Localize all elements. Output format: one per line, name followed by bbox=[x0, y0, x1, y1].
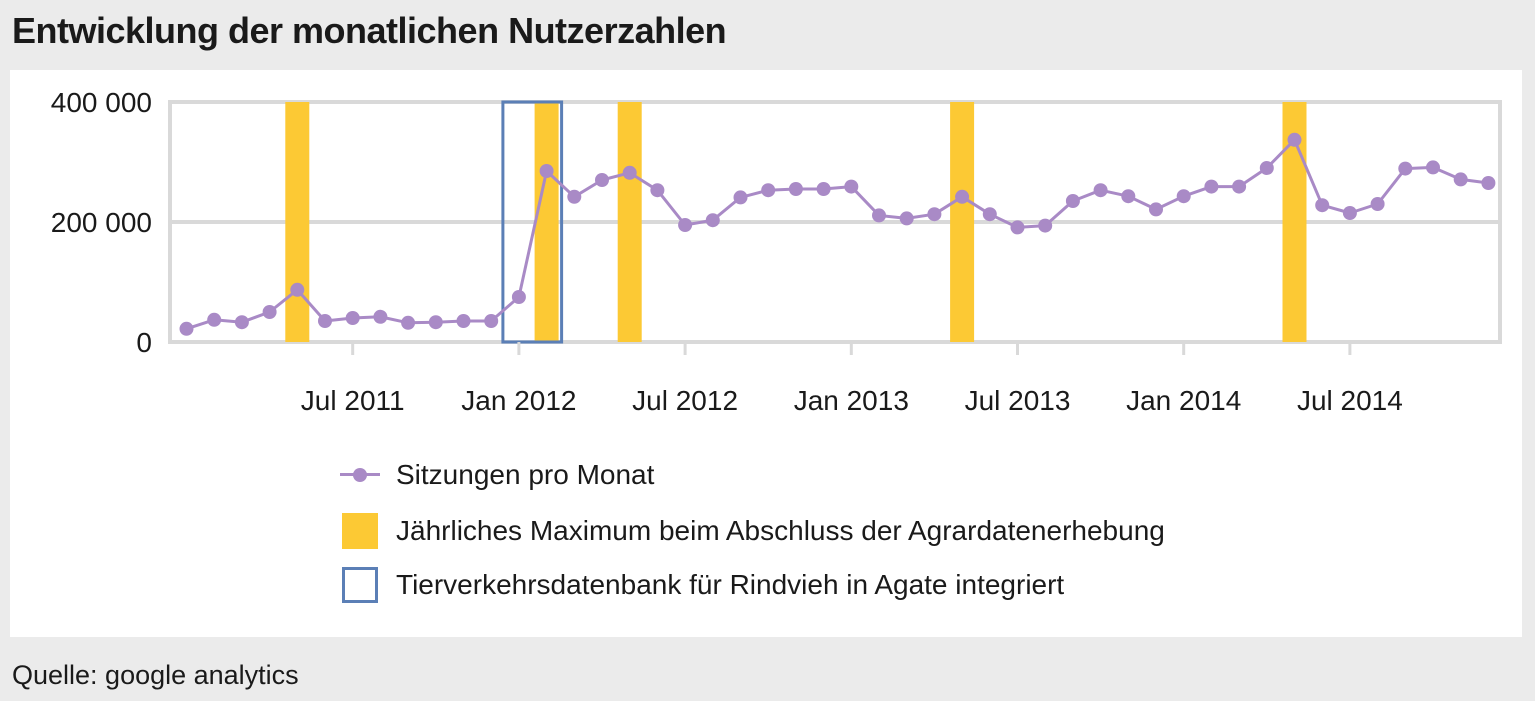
data-point bbox=[761, 183, 776, 198]
data-point bbox=[622, 165, 637, 180]
y-tick-label: 400 000 bbox=[51, 87, 152, 118]
data-point bbox=[1149, 202, 1163, 217]
data-point bbox=[733, 190, 748, 205]
legend-item-database-integrated: Tierverkehrsdatenbank für Rindvieh in Ag… bbox=[340, 565, 1240, 605]
highlight-bar bbox=[950, 102, 975, 342]
data-point bbox=[345, 311, 360, 325]
outline-swatch-icon bbox=[340, 565, 380, 605]
legend-item-sessions: Sitzungen pro Monat bbox=[340, 455, 1240, 495]
data-point bbox=[1121, 189, 1136, 204]
data-point bbox=[511, 290, 526, 304]
data-point bbox=[1315, 198, 1330, 213]
data-point bbox=[1259, 161, 1274, 175]
data-point bbox=[567, 189, 582, 204]
data-point bbox=[1093, 183, 1108, 198]
data-point bbox=[650, 183, 665, 198]
data-point bbox=[484, 314, 499, 328]
highlight-bar bbox=[285, 102, 310, 342]
data-point bbox=[1398, 161, 1413, 176]
x-tick-label: Jul 2014 bbox=[1297, 385, 1403, 416]
data-point bbox=[872, 208, 886, 223]
data-point bbox=[1065, 194, 1080, 208]
data-point bbox=[982, 207, 997, 222]
data-point bbox=[955, 189, 970, 204]
x-tick-label: Jan 2014 bbox=[1126, 385, 1241, 416]
data-point bbox=[1204, 179, 1219, 194]
yellow-swatch-icon bbox=[340, 511, 380, 551]
data-point bbox=[1370, 197, 1385, 211]
data-point bbox=[539, 164, 554, 178]
x-tick-label: Jul 2012 bbox=[632, 385, 738, 416]
data-point bbox=[1453, 172, 1468, 187]
source-note: Quelle: google analytics bbox=[12, 660, 299, 690]
data-point bbox=[234, 315, 249, 330]
y-tick-label: 200 000 bbox=[51, 207, 152, 238]
data-point bbox=[373, 309, 388, 324]
x-tick-label: Jan 2013 bbox=[794, 385, 909, 416]
data-point bbox=[1176, 189, 1191, 204]
data-point bbox=[1010, 220, 1025, 235]
integration-outline-box bbox=[501, 100, 564, 344]
legend-item-annual-maximum: Jährliches Maximum beim Abschluss der Ag… bbox=[340, 511, 1240, 551]
data-point bbox=[816, 182, 831, 196]
data-point bbox=[318, 314, 332, 328]
data-point bbox=[678, 218, 693, 232]
data-point bbox=[262, 305, 277, 319]
data-point bbox=[1232, 179, 1247, 194]
legend-label-annual-maximum: Jährliches Maximum beim Abschluss der Ag… bbox=[396, 515, 1165, 546]
data-point bbox=[290, 282, 305, 297]
data-point bbox=[1287, 132, 1302, 147]
data-point bbox=[401, 315, 416, 330]
x-tick-label: Jul 2013 bbox=[965, 385, 1071, 416]
chart-panel: 0 200 000 400 000 Jul 2011 Jan 2012 Jul 2012 J… bbox=[10, 70, 1522, 637]
data-point bbox=[207, 312, 222, 327]
legend-label-database-integrated: Tierverkehrsdatenbank für Rindvieh in Ag… bbox=[396, 569, 1065, 600]
highlight-bar bbox=[617, 102, 642, 342]
data-point bbox=[1481, 176, 1496, 190]
legend-label-sessions: Sitzungen pro Monat bbox=[396, 459, 655, 490]
data-point bbox=[705, 213, 720, 228]
data-point bbox=[428, 315, 443, 330]
data-point bbox=[456, 314, 471, 328]
data-point bbox=[179, 321, 194, 336]
x-tick-label: Jan 2012 bbox=[461, 385, 576, 416]
chart-title: Entwicklung der monatlichen Nutzerzahlen bbox=[12, 10, 727, 51]
y-tick-label: 0 bbox=[136, 327, 152, 358]
data-point bbox=[927, 207, 942, 222]
data-point bbox=[788, 182, 803, 196]
line-marker-icon bbox=[340, 455, 380, 495]
highlight-bar bbox=[534, 102, 559, 342]
data-point bbox=[1426, 160, 1440, 175]
data-point bbox=[844, 179, 859, 194]
data-point bbox=[899, 211, 914, 226]
x-tick-label: Jul 2011 bbox=[301, 385, 405, 416]
line-chart: 0 200 000 400 000 Jul 2011 Jan 2012 Jul 2012 J… bbox=[51, 87, 1502, 416]
data-point bbox=[1342, 206, 1357, 220]
data-point bbox=[595, 173, 609, 187]
data-point bbox=[1038, 218, 1053, 233]
